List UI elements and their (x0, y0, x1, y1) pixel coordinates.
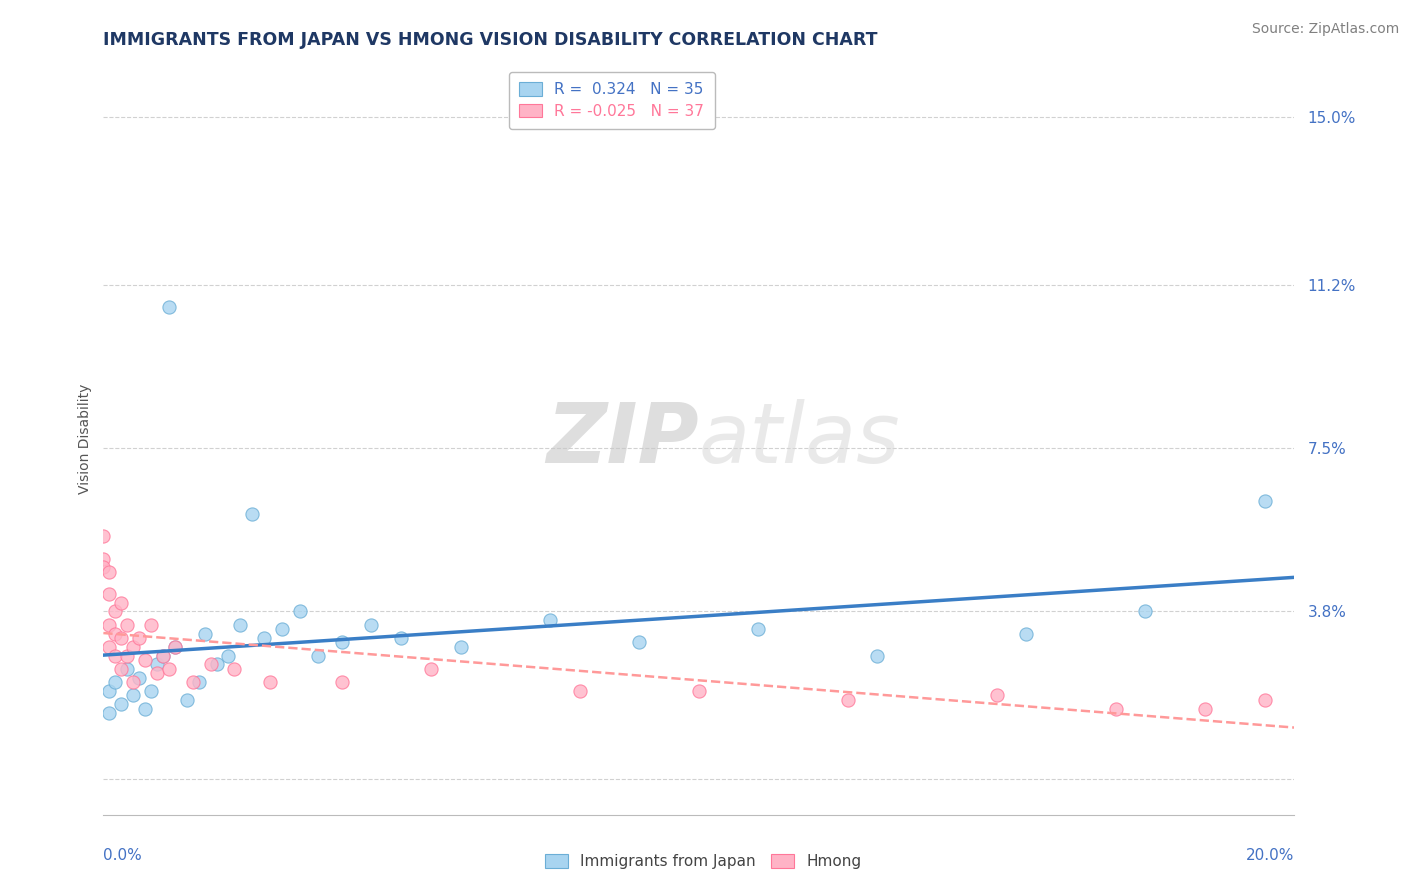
Point (134, 653, 156, 667)
Legend: R =  0.324   N = 35, R = -0.025   N = 37: R = 0.324 N = 35, R = -0.025 N = 37 (509, 71, 716, 129)
Point (419, 662, 441, 676)
Point (93, 560, 115, 574)
Text: 0.0%: 0.0% (104, 848, 142, 863)
Point (152, 648, 174, 663)
Point (307, 648, 329, 663)
Point (1015, 626, 1038, 640)
Point (330, 635, 353, 649)
Point (688, 684, 710, 698)
Point (104, 626, 127, 640)
Point (986, 689, 1008, 703)
Point (205, 657, 228, 672)
Point (187, 675, 209, 690)
Point (139, 684, 162, 698)
Point (98, 617, 121, 632)
Point (115, 662, 138, 676)
Point (181, 675, 204, 690)
Point (240, 508, 263, 522)
Point (134, 701, 156, 715)
Point (628, 635, 651, 649)
Point (98, 684, 121, 698)
Point (146, 666, 169, 681)
Point (98, 565, 121, 579)
Point (110, 697, 132, 711)
Point (538, 613, 561, 627)
Point (1194, 701, 1216, 715)
Point (110, 631, 132, 645)
Point (157, 300, 180, 314)
Point (253, 631, 276, 645)
Point (146, 657, 169, 672)
Text: IMMIGRANTS FROM JAPAN VS HMONG VISION DISABILITY CORRELATION CHART: IMMIGRANTS FROM JAPAN VS HMONG VISION DI… (104, 31, 877, 49)
Point (360, 617, 382, 632)
Point (1104, 701, 1126, 715)
Point (389, 631, 412, 645)
Point (93, 551, 115, 566)
Y-axis label: Vision Disability: Vision Disability (79, 384, 93, 494)
Point (157, 662, 180, 676)
Point (122, 675, 145, 690)
Text: ZIP: ZIP (546, 399, 699, 480)
Point (288, 605, 311, 619)
Point (115, 617, 138, 632)
Point (194, 626, 217, 640)
Point (98, 587, 121, 601)
Point (104, 675, 127, 690)
Point (163, 640, 186, 654)
Point (104, 605, 127, 619)
Point (93, 529, 115, 543)
Point (217, 648, 239, 663)
Point (1135, 605, 1157, 619)
Point (176, 693, 198, 707)
Point (104, 648, 127, 663)
Point (837, 693, 859, 707)
Point (110, 662, 132, 676)
Point (747, 622, 769, 636)
Point (259, 675, 281, 690)
Point (115, 648, 138, 663)
Point (128, 631, 150, 645)
Point (110, 596, 132, 610)
Point (450, 640, 472, 654)
Point (122, 640, 145, 654)
Text: 20.0%: 20.0% (1246, 848, 1295, 863)
Text: atlas: atlas (699, 399, 900, 480)
Point (98, 706, 121, 720)
Legend: Immigrants from Japan, Hmong: Immigrants from Japan, Hmong (538, 848, 868, 875)
Point (139, 617, 162, 632)
Point (330, 675, 353, 690)
Point (568, 684, 591, 698)
Point (224, 662, 246, 676)
Point (163, 640, 186, 654)
Point (866, 648, 889, 663)
Point (229, 617, 252, 632)
Point (271, 622, 294, 636)
Point (1253, 494, 1275, 508)
Point (152, 648, 174, 663)
Point (122, 689, 145, 703)
Point (128, 671, 150, 685)
Point (200, 657, 222, 672)
Point (1253, 693, 1275, 707)
Point (98, 640, 121, 654)
Text: Source: ZipAtlas.com: Source: ZipAtlas.com (1251, 22, 1399, 37)
